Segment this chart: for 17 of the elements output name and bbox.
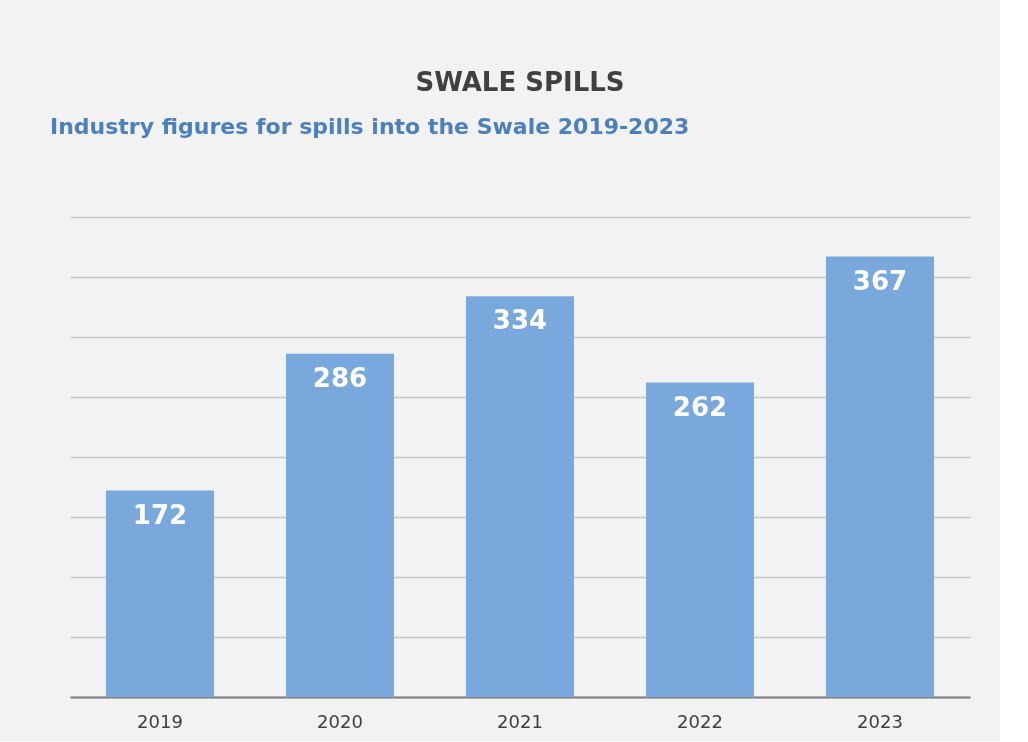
- data-label: 286: [312, 362, 368, 393]
- bar: [466, 296, 574, 697]
- x-tick-label: 2023: [857, 710, 903, 732]
- bar: [286, 353, 394, 697]
- x-tick-label: 2021: [497, 710, 543, 732]
- bar: [646, 382, 754, 697]
- data-label: 367: [852, 265, 908, 296]
- x-tick-label: 2022: [677, 710, 723, 732]
- bar: [826, 256, 934, 697]
- bar: [106, 490, 214, 697]
- x-tick-label: 2020: [317, 710, 363, 732]
- chart-title: SWALE SPILLS: [415, 67, 625, 97]
- data-label: 334: [492, 305, 548, 336]
- text: Industry figures for spills into the Swale 2019-2023: [50, 114, 690, 139]
- x-tick-label: 2019: [137, 710, 183, 732]
- data-label: 172: [132, 499, 188, 530]
- data-label: 262: [672, 391, 728, 422]
